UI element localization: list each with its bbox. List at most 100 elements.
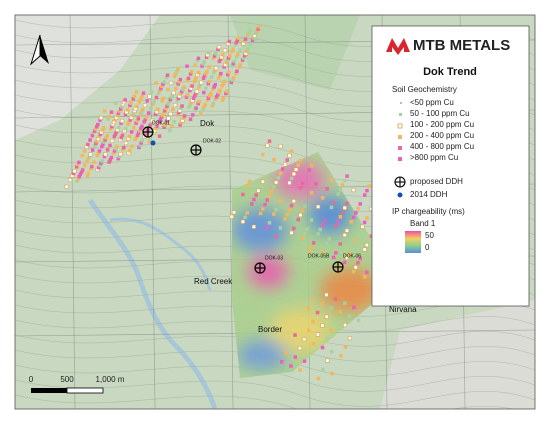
- soil-sample: [245, 49, 249, 53]
- soil-sample: [274, 180, 279, 185]
- soil-sample: [135, 119, 139, 123]
- soil-sample: [197, 71, 201, 75]
- soil-sample: [291, 199, 296, 204]
- soil-sample: [161, 82, 165, 86]
- soil-sample: [182, 85, 186, 89]
- soil-sample: [130, 113, 135, 118]
- soil-sample: [343, 345, 348, 349]
- soil-sample: [193, 108, 197, 113]
- soil-sample: [283, 217, 287, 221]
- soil-sample: [231, 210, 236, 215]
- soil-sample: [86, 157, 90, 161]
- soil-sample: [205, 98, 210, 102]
- soil-sample: [138, 98, 142, 102]
- soil-sample: [164, 106, 168, 111]
- soil-sample: [205, 69, 209, 74]
- soil-sample: [128, 118, 132, 122]
- soil-sample: [315, 310, 320, 315]
- soil-sample: [280, 360, 284, 364]
- soil-sample: [298, 368, 302, 372]
- soil-sample: [344, 255, 350, 260]
- soil-sample: [214, 66, 219, 71]
- soil-sample: [208, 94, 212, 98]
- soil-sample: [211, 87, 215, 91]
- soil-sample: [214, 52, 218, 56]
- soil-sample: [175, 98, 180, 103]
- soil-sample: [164, 121, 168, 125]
- soil-sample: [166, 87, 170, 92]
- soil-sample: [216, 47, 220, 52]
- soil-sample: [123, 112, 128, 117]
- soil-sample: [76, 177, 80, 181]
- soil-sample: [238, 48, 242, 52]
- soil-sample: [100, 159, 104, 163]
- soil-sample: [296, 163, 300, 167]
- soil-sample: [325, 187, 329, 191]
- soil-sample: [177, 80, 181, 84]
- soil-sample: [92, 129, 97, 133]
- place-label: Nirvana: [389, 305, 417, 314]
- soil-sample: [199, 80, 204, 85]
- soil-sample: [325, 358, 330, 363]
- soil-sample: [117, 154, 122, 159]
- soil-sample: [210, 104, 214, 108]
- soil-sample: [218, 74, 222, 78]
- soil-sample: [320, 223, 325, 227]
- soil-sample: [172, 74, 177, 78]
- soil-sample: [121, 148, 125, 152]
- soil-sample: [105, 133, 110, 138]
- soil-sample: [115, 144, 119, 149]
- soil-sample: [258, 184, 263, 188]
- map-border: [14, 14, 536, 410]
- soil-sample: [320, 323, 325, 328]
- soil-sample: [251, 224, 256, 229]
- soil-sample: [218, 57, 223, 61]
- soil-sample: [194, 75, 199, 79]
- legend-heading: IP chargeability (ms): [392, 207, 465, 216]
- soil-sample: [203, 103, 207, 107]
- legend-item: <50 ppm Cu: [410, 98, 454, 107]
- soil-sample: [124, 141, 129, 146]
- soil-sample: [176, 82, 180, 86]
- soil-sample: [221, 53, 225, 57]
- soil-sample: [156, 91, 161, 95]
- soil-sample: [296, 217, 300, 222]
- soil-sample: [369, 234, 374, 238]
- soil-sample: [285, 158, 289, 162]
- soil-sample: [212, 54, 217, 58]
- soil-sample: [206, 81, 210, 86]
- soil-sample: [154, 95, 159, 100]
- soil-sample: [212, 85, 216, 89]
- soil-sample: [77, 174, 81, 179]
- soil-sample: [241, 192, 245, 197]
- soil-sample: [217, 59, 222, 64]
- soil-sample: [349, 220, 354, 224]
- soil-sample: [300, 236, 305, 240]
- scale-label: 500: [60, 375, 74, 384]
- soil-sample: [358, 256, 362, 261]
- soil-sample: [220, 84, 224, 88]
- soil-sample: [364, 243, 369, 248]
- soil-sample: [297, 346, 302, 351]
- soil-sample: [127, 120, 131, 124]
- soil-sample: [90, 148, 95, 152]
- soil-sample: [133, 137, 137, 142]
- soil-sample: [278, 226, 283, 230]
- soil-sample: [307, 250, 311, 254]
- soil-sample: [173, 103, 178, 108]
- soil-sample: [221, 96, 226, 100]
- soil-sample: [98, 132, 103, 137]
- soil-sample: [132, 94, 137, 99]
- soil-sample: [141, 108, 145, 112]
- soil-sample: [189, 100, 193, 105]
- soil-sample: [289, 203, 294, 208]
- soil-sample: [149, 90, 154, 94]
- soil-sample: [194, 89, 199, 94]
- soil-sample: [278, 144, 283, 149]
- soil-sample: [137, 145, 141, 150]
- soil-sample: [141, 91, 146, 95]
- soil-sample: [204, 86, 208, 90]
- soil-sample: [267, 193, 272, 198]
- soil-sample: [272, 185, 276, 189]
- soil-sample: [112, 134, 117, 139]
